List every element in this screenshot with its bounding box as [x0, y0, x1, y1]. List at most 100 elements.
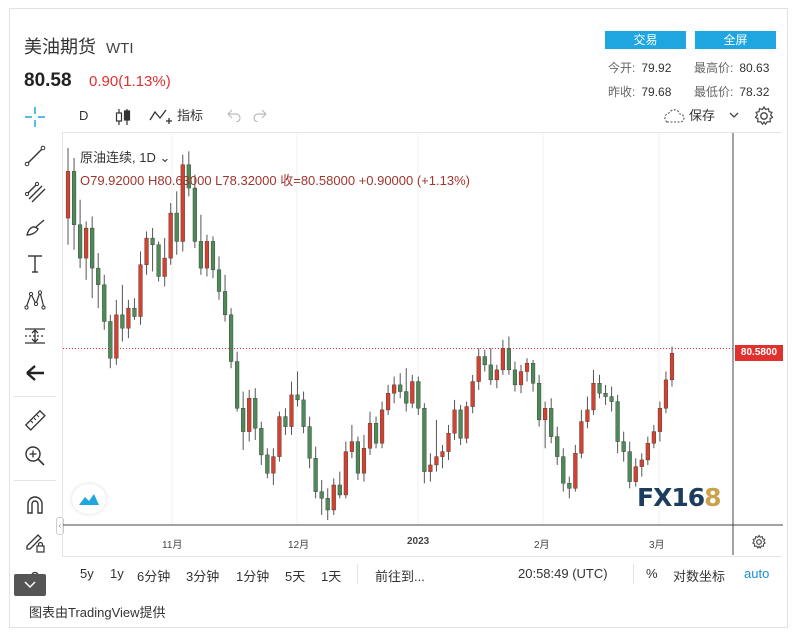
trade-button[interactable]: 交易 [605, 31, 686, 49]
collapse-toolbar-button[interactable]: ‹ [56, 517, 64, 535]
candle [102, 274, 107, 330]
range-5y[interactable]: 5y [80, 566, 94, 581]
trend-line-icon[interactable] [20, 142, 50, 170]
candle-up [500, 347, 505, 371]
tradingview-logo-icon[interactable] [72, 484, 106, 514]
candle-down [102, 284, 107, 322]
stat-open-value: 79.92 [641, 61, 672, 75]
cloud-save-icon[interactable] [661, 108, 685, 128]
candle-up [543, 408, 548, 421]
log-scale-toggle[interactable]: 对数坐标 [673, 569, 726, 584]
candle-down [229, 314, 234, 362]
candle [404, 368, 409, 412]
candle [156, 241, 161, 282]
candles-icon[interactable] [114, 108, 132, 128]
candle [120, 284, 125, 342]
candle-up [168, 212, 173, 259]
candle [494, 364, 499, 389]
candle-up [144, 237, 149, 265]
candle [645, 436, 650, 465]
candle [307, 416, 312, 469]
range-1min[interactable]: 1分钟 [236, 569, 270, 584]
candle [458, 404, 463, 445]
candle-down [71, 171, 77, 225]
candle [555, 426, 560, 465]
save-button[interactable]: 保存 [689, 108, 716, 123]
candle-down [398, 384, 403, 392]
candle-up [331, 484, 336, 511]
x-tick: 3月 [649, 540, 665, 551]
candle-up [410, 381, 415, 404]
tradingview-credit[interactable]: 图表由TradingView提供 [29, 605, 166, 620]
candle [573, 444, 578, 492]
range-1y[interactable]: 1y [110, 566, 124, 581]
goto-button[interactable]: 前往到... [375, 569, 425, 584]
zoom-in-icon[interactable] [20, 442, 50, 470]
lock-pencil-icon[interactable] [20, 528, 50, 556]
candle [524, 358, 530, 382]
candle-up [65, 171, 71, 219]
auto-scale-toggle[interactable]: auto [744, 566, 770, 581]
fullscreen-button[interactable]: 全屏 [695, 31, 776, 49]
candle-up [657, 408, 662, 432]
percent-toggle[interactable]: % [646, 566, 658, 581]
stat-prev-close: 昨收: 79.68 [608, 83, 671, 100]
candle [108, 314, 113, 369]
measure-range-icon[interactable] [20, 322, 50, 350]
candle-down [174, 212, 179, 242]
brush-icon[interactable] [20, 214, 50, 242]
candle [627, 441, 632, 489]
candles-layer [65, 148, 675, 520]
candle [277, 411, 282, 462]
expand-tools-button[interactable] [14, 574, 46, 596]
series-legend[interactable]: 原油连续, 1D ⌄ [80, 147, 170, 166]
price-chart[interactable] [63, 133, 783, 555]
candle [96, 253, 101, 309]
arrow-left-icon[interactable] [20, 359, 50, 387]
stat-high-value: 80.63 [739, 61, 770, 75]
undo-icon[interactable] [226, 108, 242, 128]
tool-separator [14, 480, 56, 481]
candle [229, 308, 234, 369]
indicators-icon[interactable] [149, 107, 175, 127]
candle [633, 458, 638, 487]
candle [512, 361, 518, 392]
stat-open: 今开: 79.92 [608, 59, 671, 76]
candle [621, 431, 626, 462]
fib-channel-icon[interactable] [20, 178, 50, 206]
crosshair-icon[interactable] [20, 103, 50, 131]
candle-down [482, 356, 487, 366]
candle-down [561, 456, 566, 484]
candle-up [162, 257, 167, 277]
candle [663, 371, 669, 414]
candle-up [392, 384, 397, 394]
magnet-icon[interactable] [20, 491, 50, 519]
candle-down [506, 347, 511, 371]
text-tool-icon[interactable] [20, 250, 50, 278]
candle [669, 346, 675, 387]
candle-up [651, 431, 656, 444]
candle [204, 234, 210, 277]
interval-selector[interactable]: D [79, 108, 89, 123]
scale-settings-icon[interactable] [751, 534, 767, 555]
bottom-divider [62, 556, 782, 557]
range-5d[interactable]: 5天 [285, 569, 306, 584]
range-1d[interactable]: 1天 [321, 569, 342, 584]
redo-icon[interactable] [252, 108, 268, 128]
candle-down [537, 383, 542, 421]
candle [597, 374, 602, 399]
ruler-icon[interactable] [20, 406, 50, 434]
range-6min[interactable]: 6分钟 [137, 569, 171, 584]
indicators-button[interactable]: 指标 [177, 108, 204, 123]
settings-gear-icon[interactable] [753, 105, 775, 126]
chevron-down-icon[interactable] [728, 107, 740, 127]
candle-down [567, 483, 572, 489]
legend-chevron-icon[interactable]: ⌄ [155, 150, 171, 165]
candle [186, 151, 191, 197]
candle-down [488, 364, 493, 381]
candle [603, 384, 608, 405]
pattern-icon[interactable] [20, 286, 50, 314]
candle [289, 381, 294, 435]
range-3min[interactable]: 3分钟 [186, 569, 220, 584]
clock-time[interactable]: 20:58:49 (UTC) [518, 566, 608, 581]
